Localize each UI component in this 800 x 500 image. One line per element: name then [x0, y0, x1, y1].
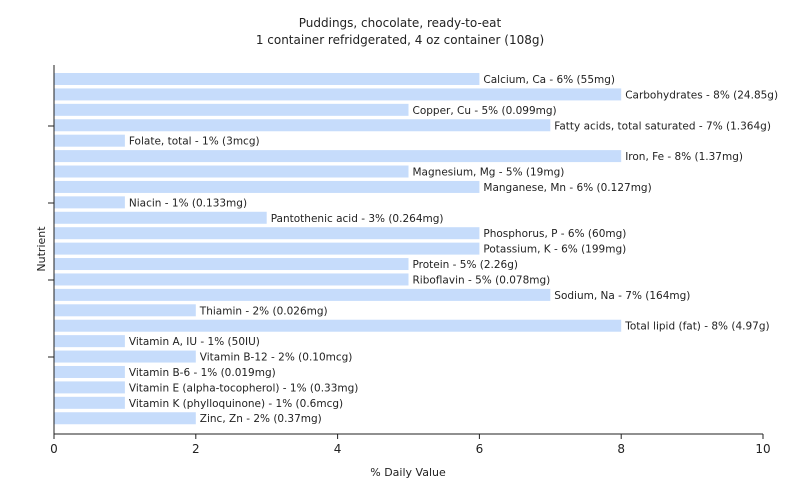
chart-subtitle: 1 container refridgerated, 4 oz containe… — [256, 33, 544, 47]
y-ticks-group — [48, 125, 54, 358]
bar-20 — [54, 381, 125, 394]
bar-labels-group: Calcium, Ca - 6% (55mg) Carbohydrates - 8… — [129, 74, 778, 425]
x-tick-label-2: 4 — [334, 442, 342, 456]
bar-label-15: Thiamin - 2% (0.026mg) — [199, 305, 328, 317]
bar-label-18: Vitamin B-12 - 2% (0.10mcg) — [200, 352, 353, 364]
bar-label-22: Zinc, Zn - 2% (0.37mg) — [200, 413, 322, 425]
bar-3 — [54, 119, 551, 132]
bars-group — [54, 73, 622, 425]
bar-16 — [54, 319, 622, 332]
bar-label-19: Vitamin B-6 - 1% (0.019mg) — [129, 367, 276, 379]
bar-17 — [54, 335, 125, 348]
bar-label-5: Iron, Fe - 8% (1.37mg) — [625, 151, 743, 163]
bar-13 — [54, 273, 409, 286]
bar-label-7: Manganese, Mn - 6% (0.127mg) — [483, 182, 651, 194]
bar-19 — [54, 365, 125, 378]
bar-label-12: Protein - 5% (2.26g) — [413, 259, 519, 271]
bar-label-16: Total lipid (fat) - 8% (4.97g) — [624, 321, 769, 333]
bar-8 — [54, 196, 125, 209]
bar-21 — [54, 396, 125, 409]
bar-label-17: Vitamin A, IU - 1% (50IU) — [129, 336, 260, 348]
bar-label-9: Pantothenic acid - 3% (0.264mg) — [271, 213, 444, 225]
bar-label-0: Calcium, Ca - 6% (55mg) — [483, 74, 615, 86]
bar-14 — [54, 288, 551, 301]
bar-label-20: Vitamin E (alpha-tocopherol) - 1% (0.33m… — [129, 382, 359, 394]
bar-10 — [54, 227, 480, 240]
bar-label-14: Sodium, Na - 7% (164mg) — [554, 290, 690, 302]
bar-label-2: Copper, Cu - 5% (0.099mg) — [413, 105, 557, 117]
bar-9 — [54, 211, 267, 224]
bar-7 — [54, 180, 480, 193]
bar-label-4: Folate, total - 1% (3mcg) — [129, 136, 260, 148]
x-tick-label-3: 6 — [476, 442, 484, 456]
bar-2 — [54, 103, 409, 116]
bar-0 — [54, 73, 480, 85]
x-tick-label-5: 10 — [755, 442, 770, 456]
bar-label-10: Phosphorus, P - 6% (60mg) — [483, 228, 626, 240]
bar-label-8: Niacin - 1% (0.133mg) — [129, 197, 247, 209]
bar-label-1: Carbohydrates - 8% (24.85g) — [625, 89, 778, 101]
bar-label-11: Potassium, K - 6% (199mg) — [483, 244, 626, 256]
bar-label-3: Fatty acids, total saturated - 7% (1.364… — [554, 120, 771, 132]
chart-title: Puddings, chocolate, ready-to-eat — [299, 16, 502, 30]
bar-18 — [54, 350, 196, 363]
bar-15 — [54, 304, 196, 317]
x-axis-label: % Daily Value — [370, 466, 446, 479]
bar-5 — [54, 150, 622, 163]
bar-4 — [54, 134, 125, 147]
bar-22 — [54, 412, 196, 425]
x-tick-label-4: 8 — [617, 442, 625, 456]
bar-label-21: Vitamin K (phylloquinone) - 1% (0.6mcg) — [129, 398, 343, 410]
bar-11 — [54, 242, 480, 255]
x-ticks-group: 0 2 4 6 8 10 — [50, 434, 771, 456]
x-tick-label-0: 0 — [50, 442, 58, 456]
y-axis-label: Nutrient — [35, 226, 48, 272]
x-tick-label-1: 2 — [192, 442, 200, 456]
bar-label-13: Riboflavin - 5% (0.078mg) — [413, 274, 551, 286]
bar-12 — [54, 258, 409, 271]
bar-6 — [54, 165, 409, 178]
bar-label-6: Magnesium, Mg - 5% (19mg) — [413, 167, 565, 179]
bar-1 — [54, 88, 622, 101]
